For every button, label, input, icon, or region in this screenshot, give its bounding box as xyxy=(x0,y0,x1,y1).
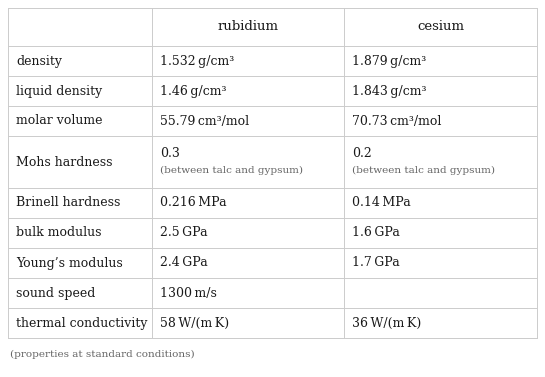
Text: 0.2: 0.2 xyxy=(353,147,372,160)
Text: bulk modulus: bulk modulus xyxy=(16,227,101,239)
Text: 58 W/(m K): 58 W/(m K) xyxy=(160,317,229,329)
Text: (properties at standard conditions): (properties at standard conditions) xyxy=(10,350,195,359)
Text: cesium: cesium xyxy=(417,20,464,34)
Text: (between talc and gypsum): (between talc and gypsum) xyxy=(160,166,303,175)
Text: 1.46 g/cm³: 1.46 g/cm³ xyxy=(160,84,226,98)
Text: 1300 m/s: 1300 m/s xyxy=(160,287,217,299)
Text: 0.216 MPa: 0.216 MPa xyxy=(160,196,227,210)
Text: 70.73 cm³/mol: 70.73 cm³/mol xyxy=(353,115,442,127)
Text: 1.6 GPa: 1.6 GPa xyxy=(353,227,401,239)
Text: rubidium: rubidium xyxy=(217,20,278,34)
Text: 1.879 g/cm³: 1.879 g/cm³ xyxy=(353,55,427,67)
Text: 2.4 GPa: 2.4 GPa xyxy=(160,256,208,270)
Text: 1.843 g/cm³: 1.843 g/cm³ xyxy=(353,84,427,98)
Text: thermal conductivity: thermal conductivity xyxy=(16,317,148,329)
Text: liquid density: liquid density xyxy=(16,84,102,98)
Text: 2.5 GPa: 2.5 GPa xyxy=(160,227,208,239)
Text: density: density xyxy=(16,55,62,67)
Text: 36 W/(m K): 36 W/(m K) xyxy=(353,317,422,329)
Text: 1.7 GPa: 1.7 GPa xyxy=(353,256,400,270)
Text: Young’s modulus: Young’s modulus xyxy=(16,256,123,270)
Text: sound speed: sound speed xyxy=(16,287,95,299)
Text: Brinell hardness: Brinell hardness xyxy=(16,196,120,210)
Text: Mohs hardness: Mohs hardness xyxy=(16,155,112,169)
Text: 55.79 cm³/mol: 55.79 cm³/mol xyxy=(160,115,249,127)
Text: 0.3: 0.3 xyxy=(160,147,180,160)
Text: 1.532 g/cm³: 1.532 g/cm³ xyxy=(160,55,234,67)
Text: (between talc and gypsum): (between talc and gypsum) xyxy=(353,166,495,175)
Text: molar volume: molar volume xyxy=(16,115,102,127)
Text: 0.14 MPa: 0.14 MPa xyxy=(353,196,411,210)
